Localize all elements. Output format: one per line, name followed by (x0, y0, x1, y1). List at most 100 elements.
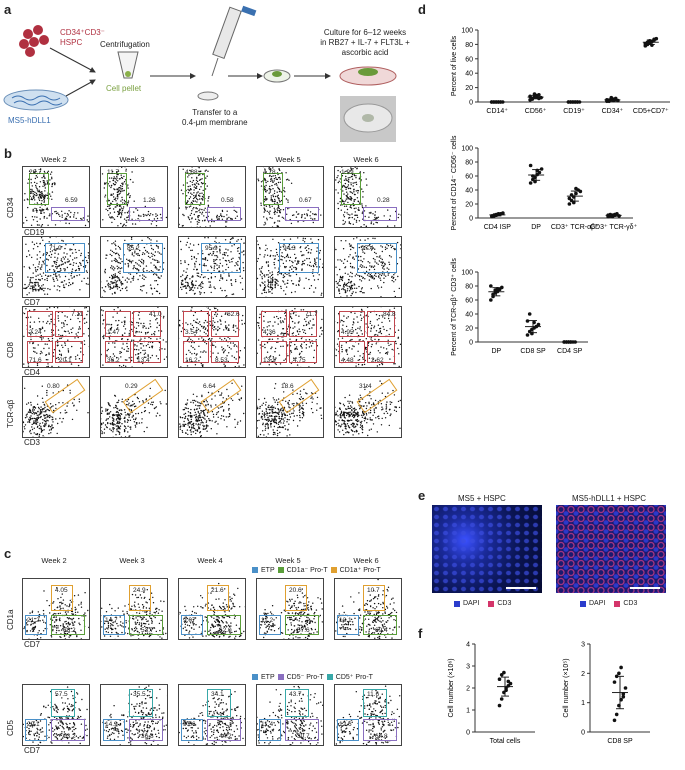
etp-gate (25, 719, 47, 741)
dn-gate (27, 341, 53, 363)
data-point (489, 298, 493, 302)
y-tick-label: 100 (461, 28, 473, 35)
cd5-neg-swatch (277, 674, 284, 680)
dn-gate (183, 341, 209, 363)
c-row2-x-axis-label: CD7 (24, 746, 41, 755)
cd4-percent: 20.1 (59, 357, 72, 364)
etp-percent: 14.9 (105, 721, 118, 728)
tcr-percent: 0.29 (125, 383, 138, 390)
micrograph-ms5-hdll1 (556, 505, 666, 593)
legend-dapi-left: DAPI (463, 600, 480, 607)
data-point (497, 703, 502, 708)
scale-bar (630, 587, 660, 589)
data-point (536, 322, 541, 327)
data-point (501, 211, 505, 215)
cd4-sp-gate (211, 341, 239, 363)
y-axis-label: Percent of live cells (451, 35, 458, 96)
data-point (619, 665, 623, 670)
scale-bar (506, 587, 536, 589)
cd1a-neg-percent: 69.4 (375, 627, 388, 634)
cd5-neg-gate (51, 719, 85, 741)
etp-swatch (252, 567, 258, 573)
data-point (500, 285, 504, 290)
week-label-5: Week 5 (275, 155, 301, 164)
data-point (614, 712, 619, 717)
data-point (530, 97, 535, 101)
cd5-cd7-percent: 94.3 (283, 245, 296, 252)
y-tick-label: 4 (466, 642, 470, 649)
cd4-percent: 8.53 (215, 357, 228, 364)
data-point (568, 340, 573, 344)
b-tcr-cd3-plot-week3: 0.29 (100, 376, 168, 438)
legend-cd3-right: CD3 (623, 600, 638, 607)
cd5-neg-gate (285, 719, 319, 741)
cd34-gate (29, 173, 49, 205)
cd5-pos-percent: 34.1 (211, 691, 224, 698)
data-point (578, 189, 583, 194)
y-tick-label: 3 (581, 642, 585, 649)
cd1a-neg-percent: 62.0 (219, 627, 232, 634)
etp-swatch-2 (252, 674, 258, 680)
cd19-percent: 0.67 (299, 197, 312, 204)
y-tick-label: 20 (465, 326, 473, 333)
data-point (617, 214, 621, 218)
cd1a-pos-percent: 20.6 (289, 587, 302, 594)
cd1a-neg-gate (363, 615, 397, 635)
b-cd5-cd7-plot-week4: 95.9 (178, 236, 246, 298)
dn-gate (105, 341, 131, 363)
dot-chart-4: 0 1 2 3 4 Cell number (×10⁶) Total cells (448, 642, 535, 745)
data-point (567, 196, 572, 201)
b-cd5-cd7-plot-week2: 71.9 (22, 236, 90, 298)
cd5-pos-gate (51, 689, 75, 717)
culture-dish-icon (339, 66, 397, 86)
data-point (613, 97, 618, 101)
cd5-pos-percent: 43.7 (289, 691, 302, 698)
y-tick-label: 0 (469, 100, 473, 107)
x-category-label: CD4 SP (557, 348, 583, 355)
micrograph-right-title: MS5-hDLL1 + HSPC (572, 494, 647, 503)
data-point (499, 673, 504, 677)
panel-letter-b: b (4, 146, 12, 161)
dp-gate (55, 311, 83, 337)
cd5-pos-percent: 11.6 (367, 691, 380, 698)
cd5-cd7-percent: 85.2 (127, 245, 140, 252)
cd1a-pos-gate (51, 585, 73, 611)
hspc-label-2: HSPC (60, 38, 83, 47)
y-tick-label: 0 (581, 730, 585, 737)
y-axis-label: Percent of TCR-αβ⁺ CD3⁺ cells (451, 258, 458, 356)
x-category-label: CD19⁺ (563, 108, 585, 115)
b-cd34-cd19-plot-week6: 1.99 0.28 (334, 166, 402, 228)
data-point (496, 212, 501, 216)
cd1a-pos-percent: 4.05 (55, 587, 68, 594)
cd1a-pos-gate (129, 585, 151, 611)
cd8-sp-gate (27, 311, 53, 337)
data-point (535, 168, 540, 173)
cd5-pos-gate (363, 689, 387, 717)
b-row2-x-axis-label: CD7 (24, 298, 41, 307)
cd5-pos-percent: 57.5 (55, 691, 68, 698)
culture-label-1: Culture for 6–12 weeks (323, 28, 407, 37)
cd5-neg-percent: 44.2 (219, 733, 232, 740)
dp-gate (211, 311, 239, 337)
data-point (525, 333, 530, 337)
b-cd8-cd4-plot-week5: 71.7 4.36 13.1 4.75 (256, 306, 324, 368)
cd3-swatch (614, 600, 621, 607)
data-point (525, 319, 530, 323)
panel-letter-d: d (418, 2, 426, 17)
legend-cd5-pos: CD5⁺ Pro-T (335, 674, 373, 681)
dn-percent: 71.6 (29, 357, 42, 364)
cd8-percent: 4.95 (341, 329, 354, 336)
y-tick-label: 1 (466, 708, 470, 715)
y-tick-label: 1 (581, 700, 585, 707)
b-cd8-cd4-plot-week6: 84.8 4.95 4.48 2.62 (334, 306, 402, 368)
cd1a-neg-gate (129, 615, 163, 635)
ms5-label: MS5-hDLL1 (8, 116, 51, 125)
b-cd34-cd19-plot-week3: 11.7 1.26 (100, 166, 168, 228)
transfer-label-1: Transfer to a (192, 108, 238, 117)
data-point (574, 186, 578, 191)
etp-gate (181, 615, 203, 635)
dapi-swatch (454, 600, 460, 607)
cd5-pos-gate (129, 689, 153, 717)
dp-percent: 7.11 (71, 311, 84, 318)
